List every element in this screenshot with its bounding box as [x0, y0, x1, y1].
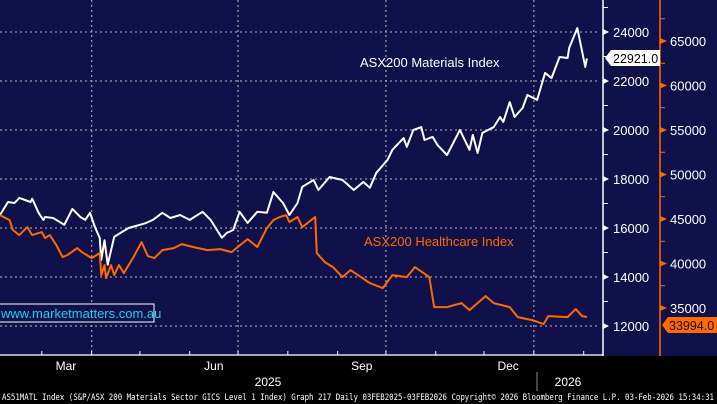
left-tick-label: 24000: [613, 25, 649, 40]
footer-source: AS51MATL Index (S&P/ASX 200 Materials Se…: [2, 392, 714, 403]
right-tick-mark: [660, 38, 667, 44]
left-tick-mark: [603, 225, 609, 231]
series-label-healthcare: ASX200 Healthcare Index: [364, 234, 514, 249]
right-tick-label: 65000: [670, 34, 706, 49]
left-tick-label: 14000: [613, 270, 649, 285]
right-tick-mark: [660, 127, 667, 133]
website-text: www.marketmatters.com.au: [0, 306, 161, 321]
x-tick-label: Mar: [56, 359, 77, 373]
left-tick-label: 18000: [613, 172, 649, 187]
grid: [0, 0, 600, 355]
last-value-badge-materials: 22921.0: [605, 50, 660, 66]
left-tick-mark: [603, 127, 609, 133]
left-tick-mark: [603, 78, 609, 84]
left-axis-ticks: 24000 22000 20000 18000 16000 14000 12000: [603, 7, 649, 334]
left-tick-label: 16000: [613, 221, 649, 236]
x-tick-label: Sep: [351, 359, 373, 373]
right-tick-label: 60000: [670, 79, 706, 94]
website-watermark: www.marketmatters.com.au: [0, 303, 161, 323]
year-label-2025: 2025: [255, 375, 282, 389]
right-axis-ticks: 65000 60000 55000 50000 45000 40000 35000: [660, 18, 706, 316]
last-value-healthcare: 33994.0: [669, 319, 714, 333]
last-value-materials: 22921.0: [613, 52, 658, 66]
right-tick-mark: [660, 260, 667, 267]
last-value-badge-healthcare: 33994.0: [662, 317, 717, 333]
series-label-materials: ASX200 Materials Index: [360, 55, 500, 70]
right-tick-label: 50000: [670, 168, 706, 183]
x-axis-ticks: Mar Jun Sep Dec: [41, 351, 585, 373]
left-tick-label: 12000: [613, 319, 649, 334]
left-tick-mark: [603, 176, 609, 182]
x-tick-label: Jun: [204, 359, 223, 373]
series-line-healthcare: [0, 214, 588, 326]
plot-background: [0, 0, 717, 356]
year-label-2026: 2026: [555, 375, 582, 389]
right-tick-mark: [660, 305, 667, 311]
right-tick-mark: [660, 216, 667, 222]
right-tick-label: 45000: [670, 212, 706, 227]
left-tick-label: 20000: [613, 123, 649, 138]
right-tick-mark: [660, 171, 667, 178]
right-tick-mark: [660, 82, 667, 89]
right-tick-label: 40000: [670, 257, 706, 272]
right-tick-label: 55000: [670, 123, 706, 138]
left-tick-label: 22000: [613, 74, 649, 89]
right-tick-label: 35000: [670, 301, 706, 316]
x-tick-label: Dec: [497, 359, 518, 373]
left-tick-mark: [603, 323, 609, 329]
left-tick-mark: [603, 29, 609, 35]
left-tick-mark: [603, 274, 609, 280]
series-lines: [0, 27, 588, 326]
series-line-materials: [0, 27, 588, 266]
